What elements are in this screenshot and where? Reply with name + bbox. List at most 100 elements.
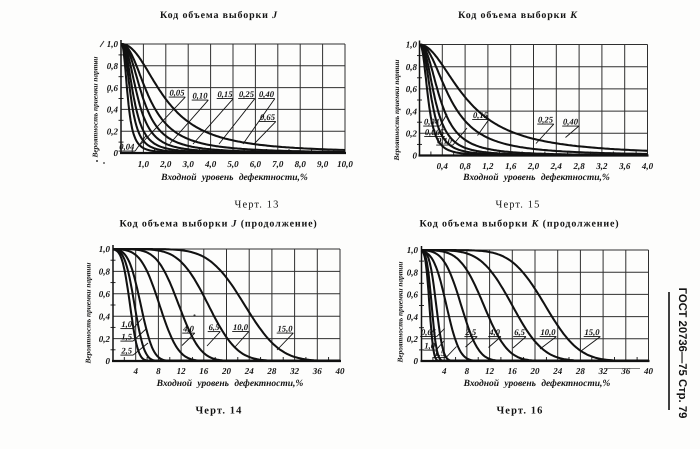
svg-text:20: 20 <box>530 366 541 376</box>
svg-text:1,5: 1,5 <box>121 331 132 341</box>
svg-text:15,0: 15,0 <box>277 323 293 333</box>
svg-text:0,8: 0,8 <box>107 61 119 71</box>
svg-text:24: 24 <box>244 366 255 376</box>
svg-text:0,15: 0,15 <box>473 110 489 120</box>
svg-text:0,8: 0,8 <box>459 161 471 171</box>
svg-text:0,8: 0,8 <box>99 267 111 277</box>
svg-text:1,2: 1,2 <box>482 161 494 171</box>
svg-text:36: 36 <box>620 366 631 376</box>
svg-text:6,5: 6,5 <box>514 327 525 337</box>
svg-text:3,6: 3,6 <box>618 161 631 171</box>
svg-text:40: 40 <box>643 366 654 376</box>
svg-text:15,0: 15,0 <box>584 327 600 337</box>
svg-text:0,15: 0,15 <box>217 89 233 99</box>
svg-text:4: 4 <box>441 366 447 376</box>
svg-text:0,10: 0,10 <box>192 90 208 100</box>
svg-text:0,2: 0,2 <box>99 334 111 344</box>
svg-text:ГОСТ 20736—75 Стр. 79: ГОСТ 20736—75 Стр. 79 <box>676 288 688 419</box>
svg-text:2,5: 2,5 <box>464 327 476 337</box>
svg-text:Код объема выборки J: Код объема выборки J <box>160 10 278 21</box>
svg-text:5,0: 5,0 <box>227 159 239 169</box>
svg-text:36: 36 <box>312 366 323 376</box>
svg-text:10,0: 10,0 <box>540 327 556 337</box>
svg-text:2,0: 2,0 <box>527 161 540 171</box>
svg-text:0,05: 0,05 <box>169 87 185 97</box>
svg-text:16: 16 <box>199 366 209 376</box>
svg-text:6,5: 6,5 <box>209 322 220 332</box>
svg-text:0: 0 <box>414 356 419 366</box>
svg-text:0,2: 0,2 <box>407 334 419 344</box>
svg-text:12: 12 <box>177 366 187 376</box>
svg-text:0,8: 0,8 <box>406 62 418 72</box>
svg-text:1,0: 1,0 <box>407 245 419 255</box>
svg-text:1,6: 1,6 <box>505 161 517 171</box>
svg-text:8: 8 <box>465 366 470 376</box>
svg-text:1,5: 1,5 <box>434 348 445 358</box>
svg-text:0,6: 0,6 <box>107 83 119 93</box>
svg-text:Входной уровень дефектности,%: Входной уровень дефектности,% <box>160 173 308 183</box>
svg-text:28: 28 <box>575 366 586 376</box>
svg-text:3,0: 3,0 <box>182 159 195 169</box>
svg-text:20: 20 <box>221 366 232 376</box>
svg-text:4,0: 4,0 <box>488 327 500 337</box>
svg-text:Вероятность приемки партии: Вероятность приемки партии <box>396 262 405 364</box>
svg-text:4,0: 4,0 <box>204 159 217 169</box>
svg-text:0,8: 0,8 <box>407 267 419 277</box>
svg-text:0,2: 0,2 <box>107 126 119 136</box>
svg-text:1,0: 1,0 <box>406 40 418 50</box>
svg-text:16: 16 <box>508 366 518 376</box>
svg-text:Вероятность приемки партии: Вероятность приемки партии <box>392 60 401 162</box>
svg-text:0,4: 0,4 <box>437 161 449 171</box>
svg-text:0,65: 0,65 <box>260 112 276 122</box>
svg-text:Черт. 15: Черт. 15 <box>496 200 541 211</box>
svg-text:0,65: 0,65 <box>421 327 437 337</box>
svg-text:2,0: 2,0 <box>159 159 172 169</box>
svg-text:0,10: 0,10 <box>437 135 453 145</box>
svg-text:0,2: 0,2 <box>406 129 418 139</box>
svg-text:Черт. 13: Черт. 13 <box>235 200 280 211</box>
svg-text:Код объема выборки J (продолже: Код объема выборки J (продолжение) <box>119 219 317 230</box>
svg-text:1,0: 1,0 <box>99 244 111 254</box>
svg-text:2,4: 2,4 <box>550 161 563 171</box>
svg-text:0,40: 0,40 <box>259 89 275 99</box>
svg-text:0: 0 <box>106 356 111 366</box>
svg-text:32: 32 <box>598 366 609 376</box>
svg-text:7,0: 7,0 <box>272 159 284 169</box>
svg-text:4: 4 <box>132 366 138 376</box>
svg-text:0: 0 <box>413 151 418 161</box>
svg-text:0,4: 0,4 <box>107 105 119 115</box>
svg-text:0,40: 0,40 <box>563 116 579 126</box>
svg-text:0,6: 0,6 <box>406 84 418 94</box>
svg-text:Код объема выборки К (продолже: Код объема выборки К (продолжение) <box>420 219 620 230</box>
svg-text:8: 8 <box>156 366 161 376</box>
svg-text:2,8: 2,8 <box>572 161 585 171</box>
svg-text:10,0: 10,0 <box>233 322 249 332</box>
svg-text:0,25: 0,25 <box>538 114 554 124</box>
svg-text:2,5: 2,5 <box>120 345 132 355</box>
svg-text:0,25: 0,25 <box>239 89 255 99</box>
svg-text:4,0: 4,0 <box>641 161 654 171</box>
svg-text:0,6: 0,6 <box>407 290 419 300</box>
svg-text:Черт. 16: Черт. 16 <box>497 406 544 417</box>
svg-text:3,2: 3,2 <box>595 161 608 171</box>
svg-text:24: 24 <box>552 366 563 376</box>
svg-text:Вероятность приемки партии: Вероятность приемки партии <box>91 57 100 159</box>
svg-text:Входной уровень дефектности,%: Входной уровень дефектности,% <box>463 379 611 389</box>
svg-text:12: 12 <box>485 366 495 376</box>
svg-text:4,0: 4,0 <box>182 323 194 333</box>
svg-text:0,04: 0,04 <box>119 141 135 151</box>
svg-text:0,6: 0,6 <box>99 289 111 299</box>
svg-text:Входной уровень дефектности,%: Входной уровень дефектности,% <box>156 379 304 389</box>
svg-text:1,0: 1,0 <box>138 159 150 169</box>
svg-text:Входной уровень дефектности,%: Входной уровень дефектности,% <box>462 173 610 183</box>
svg-text:8,0: 8,0 <box>295 159 307 169</box>
svg-text:28: 28 <box>266 366 277 376</box>
svg-text:40: 40 <box>335 366 346 376</box>
svg-text:9,0: 9,0 <box>317 159 329 169</box>
svg-text:10,0: 10,0 <box>337 159 353 169</box>
svg-text:1,0: 1,0 <box>107 39 119 49</box>
svg-text:0,04: 0,04 <box>424 116 440 126</box>
svg-text:Черт. 14: Черт. 14 <box>196 406 243 417</box>
svg-text:0,4: 0,4 <box>406 106 418 116</box>
svg-text:0,4: 0,4 <box>407 312 419 322</box>
